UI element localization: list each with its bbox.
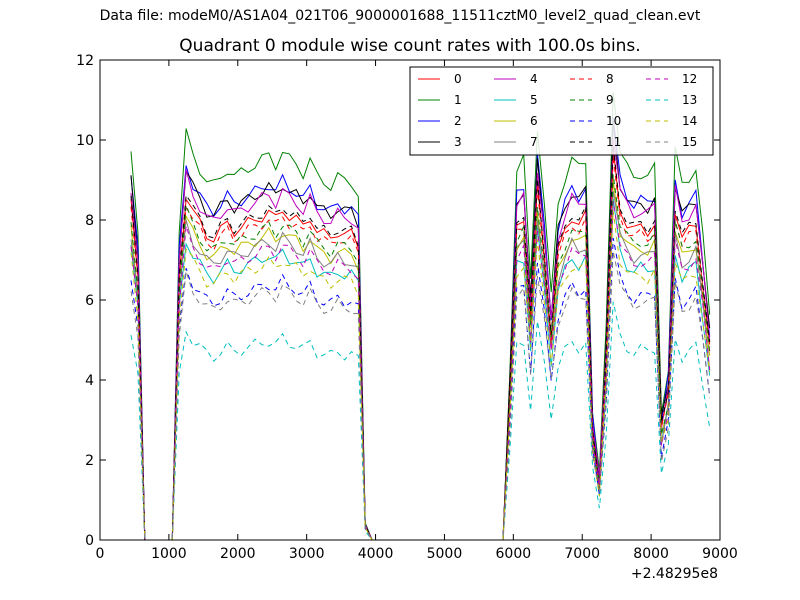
x-tick-label: 1000 — [151, 546, 187, 562]
legend-label-15: 15 — [682, 135, 697, 149]
legend-label-4: 4 — [530, 72, 538, 86]
legend-label-12: 12 — [682, 72, 697, 86]
series-line-10 — [130, 237, 711, 541]
series-line-14 — [130, 210, 711, 541]
series-line-4 — [130, 138, 711, 541]
series-layer — [130, 91, 711, 541]
y-tick-label: 2 — [85, 453, 94, 469]
y-tick-label: 12 — [76, 53, 94, 69]
x-tick-label: 5000 — [427, 546, 463, 562]
x-tick-label: 6000 — [496, 546, 532, 562]
series-line-7 — [130, 190, 711, 541]
series-line-13 — [130, 301, 711, 541]
legend-label-11: 11 — [606, 135, 621, 149]
series-line-6 — [130, 179, 711, 541]
x-tick-label: 4000 — [358, 546, 394, 562]
series-line-12 — [130, 201, 711, 541]
ticks-layer: 0 1000 2000 3000 4000 5000 6000 7000 8000 9000 0 2 4… — [76, 53, 738, 562]
series-line-15 — [130, 251, 711, 541]
legend-label-2: 2 — [454, 114, 462, 128]
figure-suptitle: Data file: modeM0/AS1A04_021T06_90000016… — [99, 8, 701, 24]
legend-frame — [409, 66, 714, 156]
series-line-9 — [130, 174, 711, 541]
legend-label-14: 14 — [682, 114, 697, 128]
x-tick-label: 8000 — [633, 546, 669, 562]
legend-label-7: 7 — [530, 135, 538, 149]
series-line-8 — [130, 155, 711, 541]
legend-label-0: 0 — [454, 72, 462, 86]
legend-label-6: 6 — [530, 114, 538, 128]
x-tick-label: 9000 — [702, 546, 738, 562]
y-tick-label: 10 — [76, 133, 94, 149]
chart-title: Quadrant 0 module wise count rates with … — [179, 36, 641, 56]
series-line-2 — [130, 117, 711, 541]
legend-label-10: 10 — [606, 114, 621, 128]
series-line-1 — [130, 91, 711, 541]
y-tick-label: 4 — [85, 373, 94, 389]
legend-label-3: 3 — [454, 135, 462, 149]
x-tick-label: 2000 — [220, 546, 256, 562]
legend-label-9: 9 — [606, 93, 614, 107]
legend-label-5: 5 — [530, 93, 538, 107]
x-tick-label: 0 — [96, 546, 105, 562]
y-tick-label: 6 — [85, 293, 94, 309]
legend-label-8: 8 — [606, 72, 614, 86]
x-offset-label: +2.48295e8 — [631, 566, 718, 582]
legend-label-13: 13 — [682, 93, 697, 107]
x-tick-label: 3000 — [289, 546, 325, 562]
y-tick-label: 0 — [85, 533, 94, 549]
x-tick-label: 7000 — [564, 546, 600, 562]
legend-label-1: 1 — [454, 93, 462, 107]
y-tick-label: 8 — [85, 213, 94, 229]
